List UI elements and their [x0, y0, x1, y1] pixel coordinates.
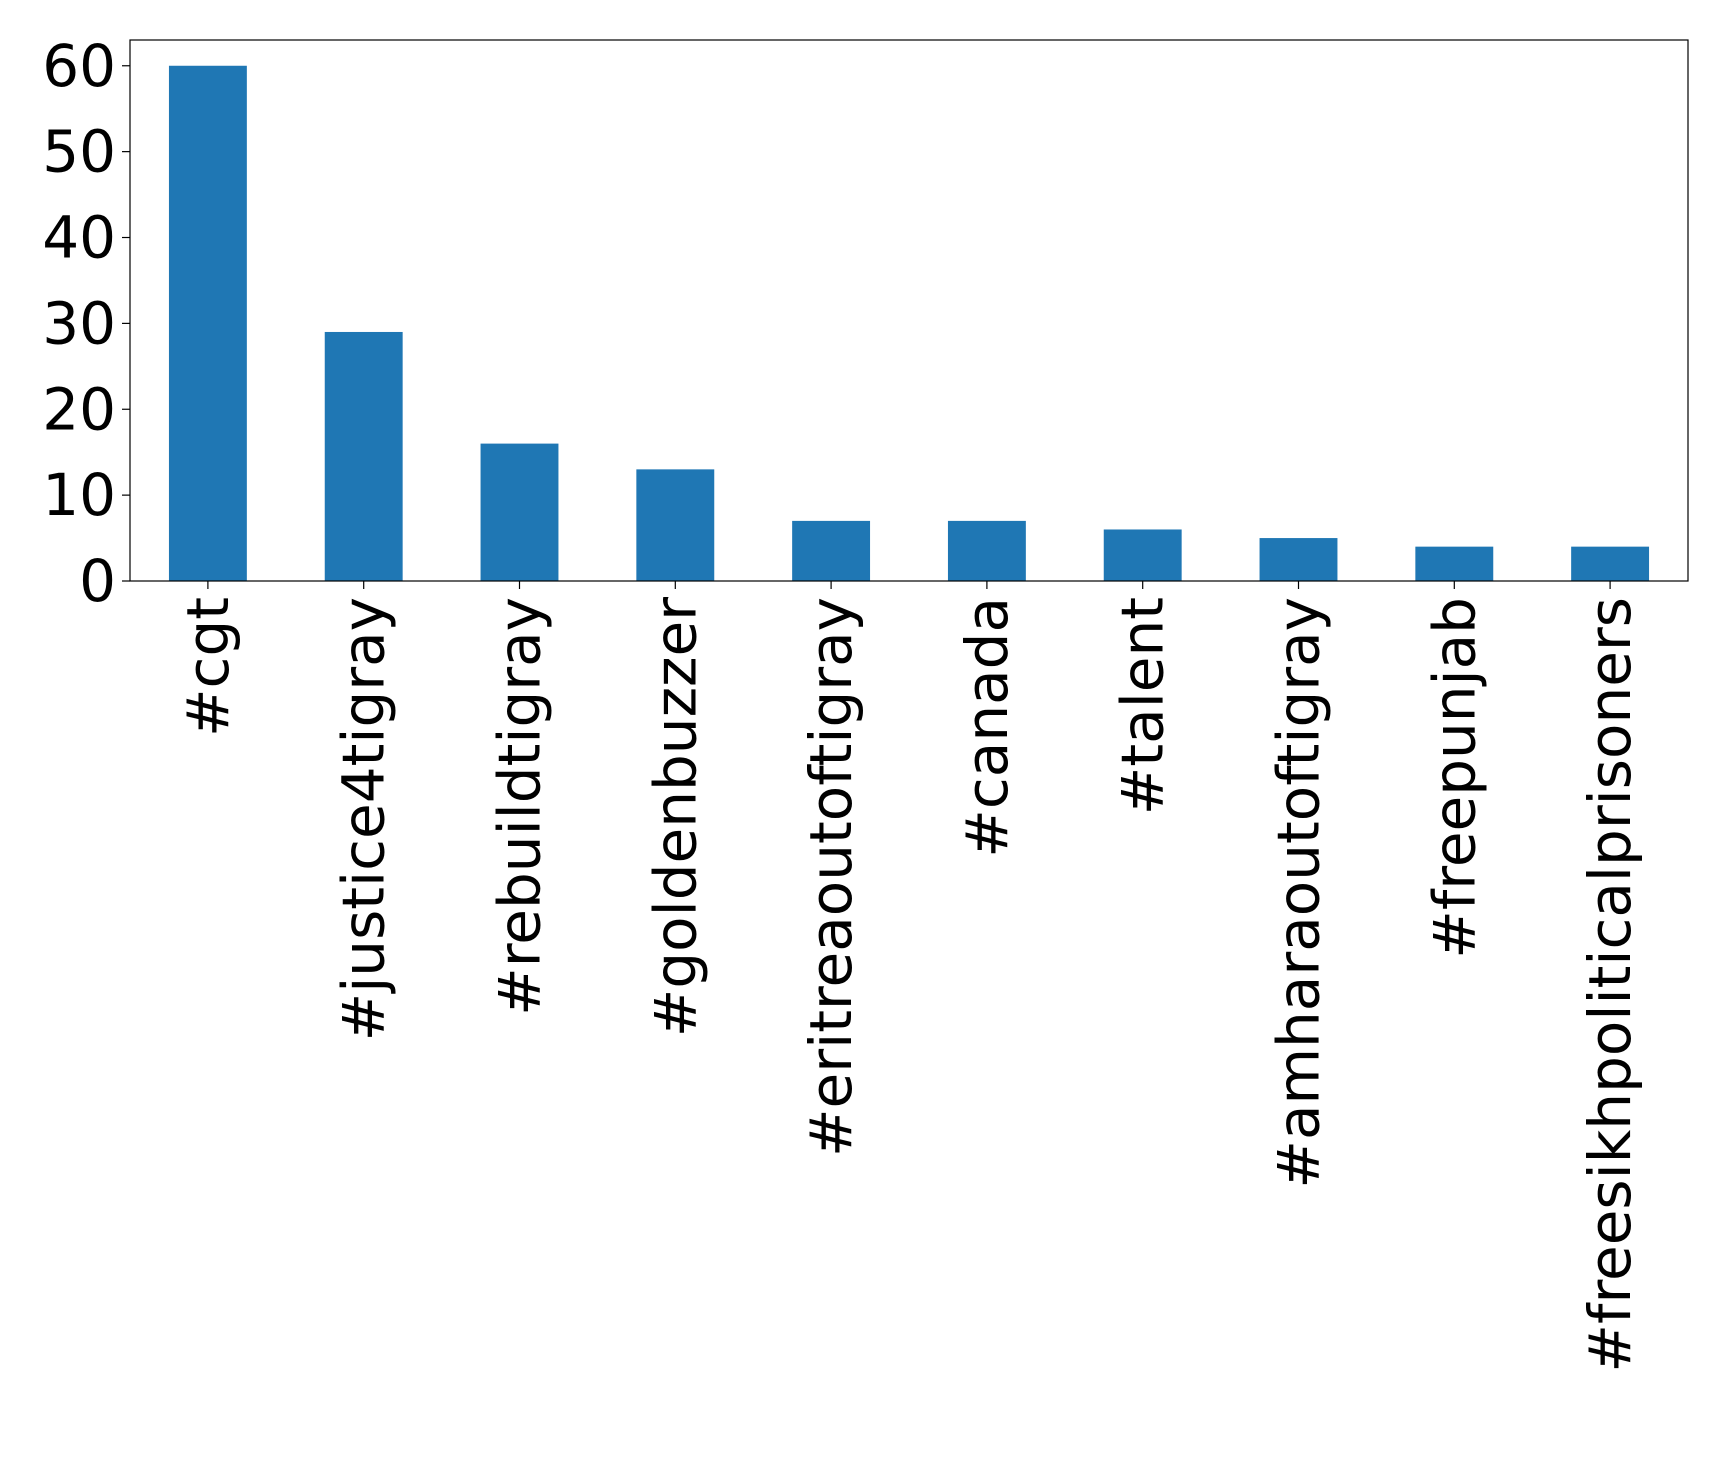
- bars-layer: [168, 65, 1650, 581]
- x-tick-label: #amharaoutoftigray: [1265, 597, 1333, 1189]
- bar: [1571, 546, 1650, 581]
- y-tick-label: 60: [42, 32, 116, 100]
- x-tick-label: #talent: [1109, 597, 1177, 815]
- plot-frame: [129, 39, 1689, 582]
- x-tick-label: #eritreaoutoftigray: [797, 597, 865, 1157]
- y-tick-label: 30: [42, 289, 116, 357]
- x-tick-label: #cgt: [174, 597, 242, 737]
- x-tick-label: #canada: [953, 597, 1021, 858]
- x-axis: #cgt #justice4tigray #rebuildtigray #golden…: [174, 581, 1644, 1373]
- bar: [1259, 538, 1338, 581]
- x-tick-label: #justice4tigray: [330, 597, 398, 1041]
- bar: [636, 469, 715, 581]
- bar: [1415, 546, 1494, 581]
- bar: [324, 331, 403, 581]
- x-tick-label: #freepunjab: [1420, 597, 1488, 959]
- x-tick-label: #freesikhpoliticalprisoners: [1576, 597, 1644, 1373]
- y-tick-label: 10: [42, 461, 116, 529]
- y-tick-label: 20: [42, 375, 116, 443]
- bar: [168, 65, 247, 581]
- y-tick-label: 40: [42, 204, 116, 272]
- bar: [480, 443, 559, 581]
- bar: [947, 520, 1026, 581]
- y-tick-label: 50: [42, 118, 116, 186]
- x-tick-label: #rebuildtigray: [486, 597, 554, 1016]
- bar: [1103, 529, 1182, 581]
- x-tick-label: #goldenbuzzer: [641, 597, 709, 1037]
- bar: [792, 520, 871, 581]
- y-axis: 0 10 20 30 40 50 60: [42, 32, 130, 615]
- y-tick-label: 0: [79, 547, 116, 615]
